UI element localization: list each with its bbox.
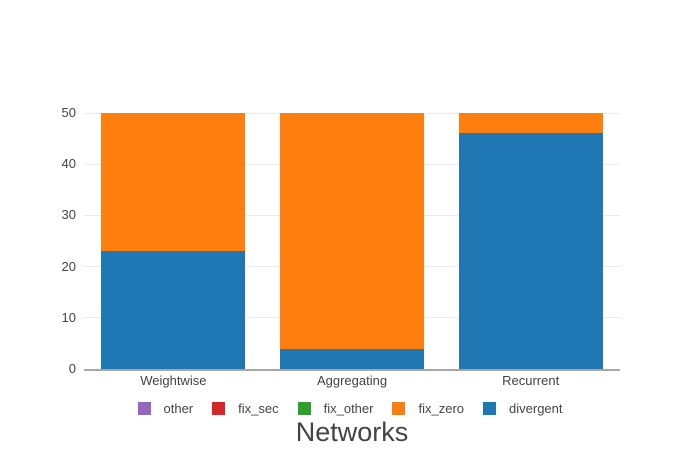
y-tick-label: 20 [61,258,76,274]
legend-swatch-icon [212,402,226,415]
legend-swatch-icon [137,402,151,415]
legend-item-other[interactable]: other [137,401,194,416]
y-tick-label: 30 [61,207,76,223]
bar-segment-fix_zero-aggregating[interactable] [280,113,424,349]
y-tick-label: 10 [61,309,76,325]
legend-label: fix_other [323,401,374,416]
bar-segment-fix_zero-weightwise[interactable] [101,113,246,252]
legend-swatch-icon [297,402,311,415]
legend-label: other [163,401,194,416]
x-tick-label: Recurrent [502,373,560,388]
bar-segment-divergent-weightwise[interactable] [101,251,246,369]
x-axis-line [84,369,620,371]
y-tick-label: 40 [61,156,76,172]
x-tick-label: Weightwise [140,373,207,388]
x-tick-label: Aggregating [316,373,388,388]
legend-item-fix_zero[interactable]: fix_zero [392,401,464,416]
legend-swatch-icon [483,402,497,415]
legend-item-divergent[interactable]: divergent [483,401,563,416]
y-tick-label: 0 [68,361,76,376]
bar-segment-divergent-aggregating[interactable] [280,348,424,369]
legend: other fix_sec fix_other fix_zero divergent [0,401,700,416]
legend-swatch-icon [392,402,406,415]
y-tick-label: 50 [61,105,76,120]
legend-label: divergent [509,401,563,416]
plot-area [84,112,620,369]
bar-segment-fix_zero-recurrent[interactable] [458,113,603,134]
legend-label: fix_sec [238,401,279,416]
legend-label: fix_zero [418,401,465,416]
bar-segment-divergent-recurrent[interactable] [458,133,603,369]
gridline [84,112,620,114]
x-axis-title: Networks [295,417,409,447]
legend-item-fix_sec[interactable]: fix_sec [212,401,279,416]
legend-item-fix_other[interactable]: fix_other [297,401,374,416]
